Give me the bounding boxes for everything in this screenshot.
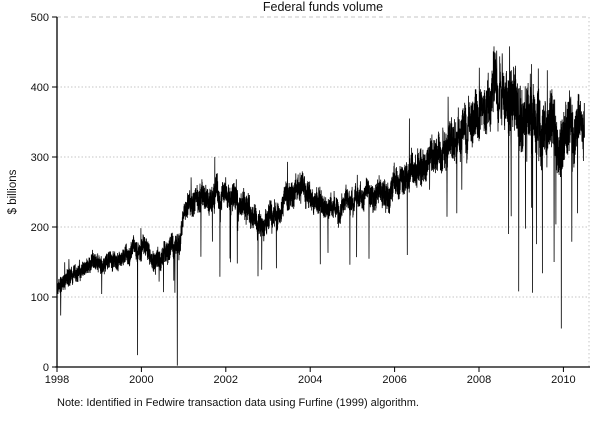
- y-tick-label: 300: [31, 152, 49, 164]
- y-tick-label: 200: [31, 222, 49, 234]
- series-line-federal-funds-volume: [56, 46, 585, 366]
- y-tick-label: 400: [31, 82, 49, 94]
- chart-title: Federal funds volume: [262, 0, 384, 14]
- x-tick-label: 2010: [551, 374, 575, 386]
- y-tick-label: 100: [31, 292, 49, 304]
- x-tick-label: 2004: [298, 374, 322, 386]
- x-tick-label: 2002: [214, 374, 238, 386]
- x-tick-label: 2006: [382, 374, 406, 386]
- chart-note: Note: Identified in Fedwire transaction …: [57, 397, 419, 409]
- x-tick-label: 2008: [467, 374, 491, 386]
- y-tick-label: 0: [43, 362, 49, 374]
- x-tick-label: 1998: [45, 374, 69, 386]
- x-tick-label: 2000: [129, 374, 153, 386]
- y-axis-title: $ billions: [7, 169, 19, 215]
- y-tick-label: 500: [31, 12, 49, 24]
